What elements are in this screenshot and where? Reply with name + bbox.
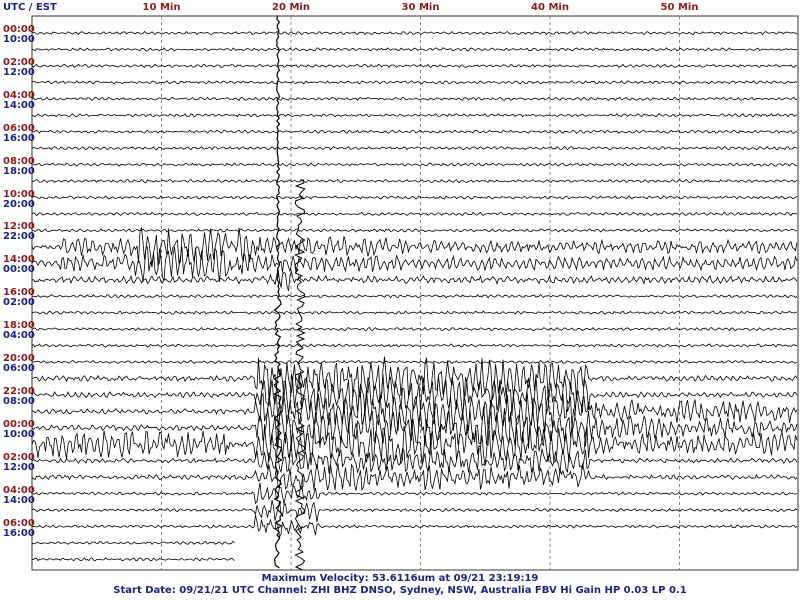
est-row-label: 06:00: [3, 363, 35, 374]
seismic-trace: [31, 211, 798, 217]
seismic-trace: [31, 162, 798, 167]
seismic-trace: [31, 129, 798, 134]
seismic-trace: [31, 515, 798, 539]
est-row-label: 10:00: [3, 428, 35, 440]
minute-tick-label: 30 Min: [401, 2, 440, 13]
est-row-label: 00:00: [3, 264, 35, 276]
est-row-label: 12:00: [3, 66, 35, 78]
seismic-trace: [31, 447, 798, 474]
seismic-trace: [31, 30, 798, 36]
utc-row-label: 18:00: [3, 320, 35, 332]
seismic-trace: [31, 293, 798, 299]
max-velocity-text: Maximum Velocity: 53.6116um at 09/21 23:…: [261, 573, 539, 584]
seismic-trace: [31, 540, 235, 545]
utc-row-label: 10:00: [3, 188, 35, 200]
seismic-trace: [31, 557, 235, 562]
utc-row-label: 06:00: [3, 122, 35, 134]
earthquake-spike-trace: [273, 15, 284, 569]
est-row-label: 04:00: [3, 330, 35, 342]
seismic-trace: [31, 96, 798, 102]
minute-tick-label: 20 Min: [272, 2, 310, 13]
seismic-trace: [31, 482, 798, 505]
seismic-trace: [31, 268, 798, 292]
plot-frame: [31, 15, 799, 571]
utc-row-label: 22:00: [3, 385, 35, 397]
utc-row-label: 16:00: [3, 287, 35, 299]
seismic-trace: [31, 227, 798, 267]
seismic-trace: [31, 373, 798, 416]
seismic-trace: [32, 359, 798, 365]
utc-row-label: 12:00: [3, 221, 35, 233]
est-row-label: 14:00: [3, 99, 35, 111]
est-row-label: 08:00: [3, 395, 35, 407]
minute-tick-label: 40 Min: [531, 2, 569, 13]
seismic-trace: [31, 178, 798, 184]
seismic-trace: [31, 246, 798, 283]
earthquake-coda-trace: [293, 179, 306, 571]
header-separator: /: [25, 2, 36, 13]
utc-header-label: UTC: [3, 2, 26, 13]
seismic-trace: [32, 228, 798, 233]
est-row-label: 20:00: [3, 198, 35, 210]
seismic-trace: [31, 80, 798, 85]
est-row-label: 02:00: [3, 297, 35, 309]
est-row-label: 18:00: [3, 165, 35, 177]
seismic-trace: [31, 47, 798, 52]
utc-row-label: 00:00: [3, 24, 35, 35]
minute-tick-label: 50 Min: [660, 2, 699, 13]
seismic-trace: [31, 146, 798, 151]
est-row-label: 10:00: [3, 34, 35, 45]
timezone-header: UTC / EST: [3, 2, 57, 13]
seismic-trace: [31, 406, 798, 449]
seismic-trace: [31, 63, 798, 69]
seismic-trace: [31, 500, 798, 522]
seismic-trace: [32, 310, 798, 315]
est-row-label: 22:00: [3, 231, 35, 243]
utc-row-label: 02:00: [3, 451, 35, 463]
utc-row-label: 04:00: [3, 484, 35, 496]
utc-row-label: 06:00: [3, 517, 35, 529]
seismic-trace: [31, 422, 798, 466]
utc-row-label: 00:00: [3, 418, 35, 430]
seismic-trace: [31, 463, 798, 492]
utc-row-label: 04:00: [3, 89, 35, 101]
est-header-label: EST: [35, 2, 57, 13]
seismic-trace: [31, 113, 798, 118]
seismic-trace: [31, 343, 798, 348]
utc-row-label: 14:00: [3, 254, 35, 266]
utc-row-label: 08:00: [3, 155, 35, 167]
seismic-trace: [31, 356, 798, 400]
est-row-label: 14:00: [3, 494, 35, 506]
seismic-trace: [31, 195, 798, 200]
station-info-text: Start Date: 09/21/21 UTC Channel: ZHI BH…: [113, 585, 687, 596]
seismic-trace: [31, 326, 798, 332]
est-row-label: 16:00: [3, 132, 35, 144]
est-row-label: 12:00: [3, 461, 35, 473]
utc-row-label: 02:00: [3, 56, 35, 68]
minute-tick-label: 10 Min: [142, 2, 181, 13]
seismic-trace: [31, 390, 798, 433]
est-row-label: 16:00: [3, 527, 35, 539]
utc-row-label: 20:00: [3, 353, 35, 364]
